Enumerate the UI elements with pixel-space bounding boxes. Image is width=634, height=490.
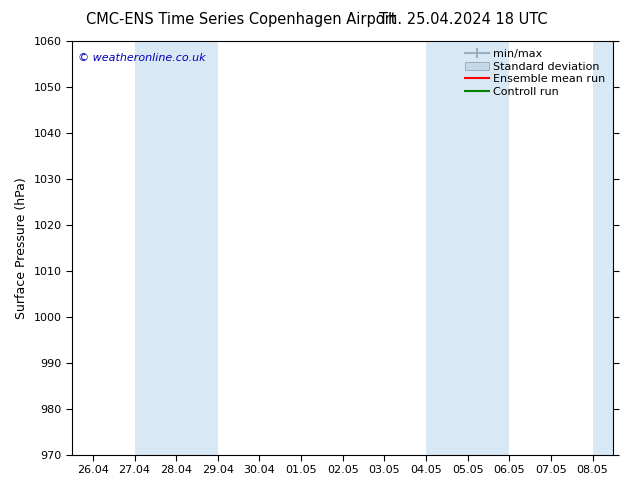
Text: CMC-ENS Time Series Copenhagen Airport: CMC-ENS Time Series Copenhagen Airport (86, 12, 396, 27)
Y-axis label: Surface Pressure (hPa): Surface Pressure (hPa) (15, 177, 28, 318)
Legend: min/max, Standard deviation, Ensemble mean run, Controll run: min/max, Standard deviation, Ensemble me… (460, 45, 610, 101)
Bar (593, 41, 618, 455)
Bar (134, 41, 218, 455)
Text: © weatheronline.co.uk: © weatheronline.co.uk (77, 53, 205, 64)
Bar (426, 41, 509, 455)
Text: Th. 25.04.2024 18 UTC: Th. 25.04.2024 18 UTC (378, 12, 547, 27)
